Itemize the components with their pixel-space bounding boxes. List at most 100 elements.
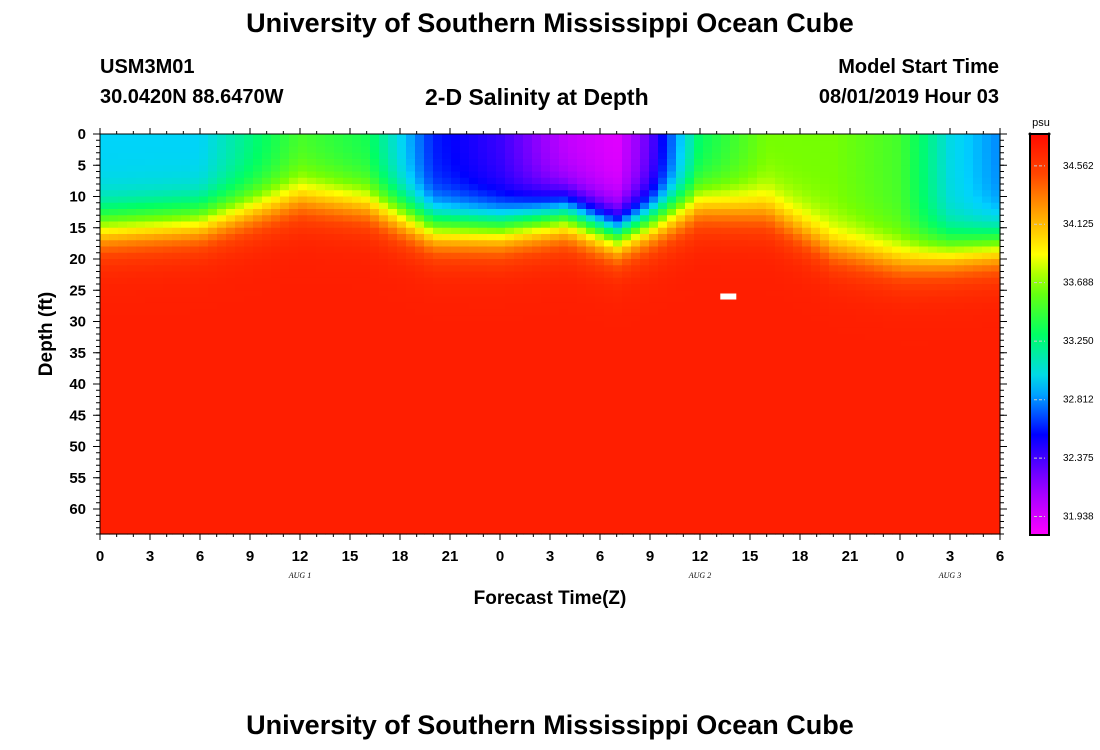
heatmap-cell <box>613 377 623 385</box>
heatmap-cell <box>523 159 533 166</box>
heatmap-cell <box>694 146 704 154</box>
heatmap-cell <box>712 496 722 504</box>
heatmap-cell <box>100 315 110 323</box>
heatmap-cell <box>649 246 659 254</box>
heatmap-cell <box>721 440 731 448</box>
heatmap-cell <box>334 177 344 185</box>
heatmap-cell <box>703 496 713 504</box>
heatmap-cell <box>550 521 560 529</box>
heatmap-cell <box>136 396 146 404</box>
heatmap-cell <box>685 402 695 410</box>
heatmap-cell <box>325 284 335 291</box>
heatmap-cell <box>658 346 668 354</box>
heatmap-cell <box>100 334 110 341</box>
heatmap-cell <box>505 390 515 398</box>
heatmap-cell <box>415 384 425 391</box>
heatmap-cell <box>487 221 497 229</box>
heatmap-cell <box>154 290 164 298</box>
heatmap-cell <box>595 290 605 298</box>
heatmap-cell <box>172 271 182 279</box>
heatmap-cell <box>739 452 749 460</box>
heatmap-cell <box>154 296 164 304</box>
heatmap-cell <box>145 315 155 323</box>
heatmap-cell <box>667 352 677 360</box>
heatmap-cell <box>316 421 326 429</box>
heatmap-cell <box>199 221 209 229</box>
heatmap-cell <box>118 277 128 285</box>
heatmap-cell <box>145 271 155 279</box>
heatmap-cell <box>613 527 623 535</box>
heatmap-cell <box>271 309 281 316</box>
heatmap-cell <box>703 527 713 535</box>
heatmap-cell <box>118 509 128 516</box>
heatmap-cell <box>784 352 794 360</box>
heatmap-cell <box>694 315 704 323</box>
heatmap-cell <box>550 434 560 441</box>
heatmap-cell <box>109 459 119 466</box>
heatmap-cell <box>352 340 362 348</box>
heatmap-cell <box>649 184 659 191</box>
heatmap-cell <box>271 396 281 404</box>
heatmap-cell <box>136 527 146 535</box>
heatmap-cell <box>190 227 200 235</box>
heatmap-cell <box>154 484 164 491</box>
heatmap-cell <box>424 196 434 204</box>
heatmap-cell <box>775 465 785 473</box>
heatmap-cell <box>676 521 686 529</box>
heatmap-cell <box>460 165 470 173</box>
heatmap-cell <box>658 246 668 254</box>
heatmap-cell <box>226 240 236 248</box>
heatmap-cell <box>334 159 344 166</box>
heatmap-cell <box>280 340 290 348</box>
heatmap-cell <box>568 402 578 410</box>
heatmap-cell <box>748 409 758 416</box>
heatmap-cell <box>469 240 479 248</box>
heatmap-cell <box>721 421 731 429</box>
heatmap-cell <box>127 434 137 441</box>
heatmap-cell <box>145 209 155 216</box>
heatmap-cell <box>316 371 326 379</box>
heatmap-cell <box>163 315 173 323</box>
heatmap-cell <box>640 134 650 141</box>
heatmap-cell <box>766 434 776 441</box>
heatmap-cell <box>730 334 740 341</box>
heatmap-cell <box>163 209 173 216</box>
heatmap-cell <box>172 315 182 323</box>
heatmap-cell <box>784 227 794 235</box>
heatmap-cell <box>559 509 569 516</box>
heatmap-cell <box>568 384 578 391</box>
heatmap-cell <box>370 359 380 366</box>
heatmap-cell <box>658 271 668 279</box>
heatmap-cell <box>262 215 272 223</box>
heatmap-cell <box>442 409 452 416</box>
heatmap-cell <box>469 384 479 391</box>
heatmap-cell <box>334 290 344 298</box>
heatmap-cell <box>136 265 146 273</box>
heatmap-cell <box>226 471 236 479</box>
heatmap-cell <box>253 321 263 329</box>
heatmap-cell <box>424 271 434 279</box>
heatmap-cell <box>550 421 560 429</box>
heatmap-cell <box>604 240 614 248</box>
heatmap-cell <box>685 165 695 173</box>
heatmap-cell <box>406 315 416 323</box>
heatmap-cell <box>352 434 362 441</box>
heatmap-cell <box>586 190 596 198</box>
heatmap-cell <box>505 446 515 454</box>
heatmap-cell <box>280 365 290 373</box>
heatmap-cell <box>379 134 389 141</box>
heatmap-cell <box>172 440 182 448</box>
heatmap-cell <box>316 259 326 266</box>
heatmap-cell <box>199 190 209 198</box>
heatmap-cell <box>100 296 110 304</box>
heatmap-cell <box>118 159 128 166</box>
heatmap-cell <box>532 202 542 210</box>
heatmap-cell <box>532 459 542 466</box>
heatmap-cell <box>262 334 272 341</box>
heatmap-cell <box>559 459 569 466</box>
heatmap-cell <box>676 496 686 504</box>
heatmap-cell <box>748 202 758 210</box>
heatmap-cell <box>649 146 659 154</box>
heatmap-cell <box>316 209 326 216</box>
heatmap-cell <box>361 190 371 198</box>
